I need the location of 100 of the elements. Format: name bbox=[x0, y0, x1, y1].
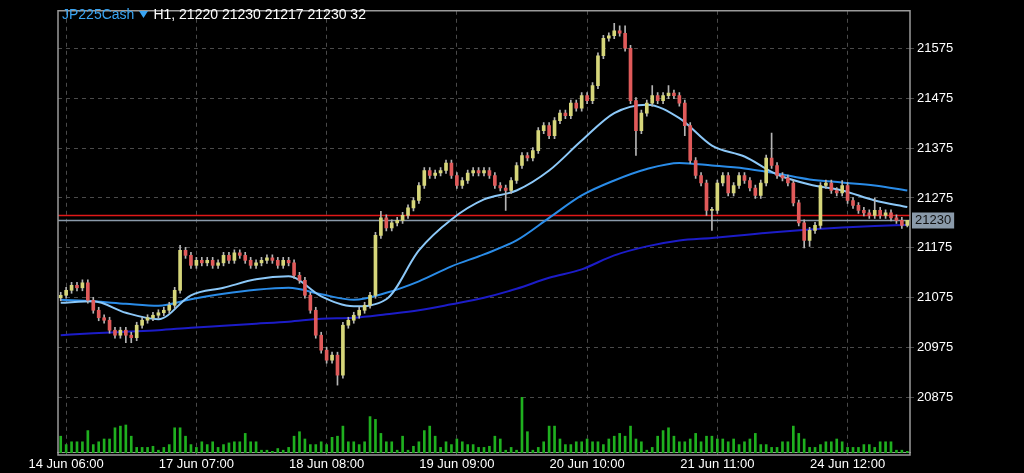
bar bbox=[629, 425, 632, 453]
bar bbox=[374, 419, 377, 453]
bar bbox=[200, 441, 204, 453]
chart-title: JP225Cash bbox=[62, 6, 135, 22]
bar bbox=[357, 444, 361, 453]
bar bbox=[412, 445, 415, 453]
bar bbox=[873, 447, 877, 453]
bar bbox=[688, 438, 692, 453]
candlestick bbox=[503, 184, 508, 211]
x-tick-label: 19 Jun 09:00 bbox=[419, 456, 495, 472]
bar bbox=[694, 433, 697, 453]
candlestick bbox=[710, 207, 714, 231]
bar bbox=[716, 438, 719, 453]
bar bbox=[808, 447, 811, 453]
y-tick-label: 20975 bbox=[917, 339, 954, 355]
bar bbox=[602, 444, 605, 453]
bar bbox=[645, 449, 649, 453]
bar bbox=[249, 441, 252, 453]
bar bbox=[835, 438, 839, 453]
bar bbox=[564, 444, 567, 453]
bar bbox=[260, 449, 263, 453]
bar bbox=[390, 441, 394, 453]
y-tick-label: 21375 bbox=[917, 139, 954, 155]
y-tick-label: 20875 bbox=[917, 389, 954, 405]
bar bbox=[70, 441, 73, 453]
bar bbox=[119, 425, 122, 453]
bar bbox=[819, 444, 822, 453]
bar bbox=[905, 450, 909, 453]
bar bbox=[287, 447, 290, 453]
bar bbox=[460, 441, 464, 453]
bar bbox=[829, 441, 833, 453]
bar bbox=[347, 441, 350, 453]
bar bbox=[792, 425, 795, 453]
bar bbox=[384, 441, 388, 453]
bar bbox=[569, 444, 573, 453]
bar bbox=[726, 441, 730, 453]
bar bbox=[205, 444, 209, 453]
bar bbox=[591, 441, 594, 453]
y-tick-label: 21275 bbox=[917, 189, 954, 205]
bar bbox=[428, 425, 432, 453]
bar bbox=[553, 425, 556, 453]
bar bbox=[515, 449, 518, 453]
bar bbox=[243, 433, 247, 453]
line-series bbox=[59, 103, 909, 321]
bar bbox=[81, 441, 84, 453]
bar bbox=[319, 441, 323, 453]
bar bbox=[797, 433, 801, 453]
bar bbox=[363, 441, 366, 453]
bar bbox=[770, 447, 773, 453]
bar bbox=[846, 447, 849, 453]
bar bbox=[314, 444, 318, 453]
bar bbox=[705, 435, 708, 453]
bar bbox=[184, 435, 187, 453]
bar bbox=[857, 447, 860, 453]
bar bbox=[325, 444, 328, 453]
bar bbox=[276, 448, 280, 453]
bar bbox=[173, 427, 177, 453]
bar bbox=[526, 431, 529, 453]
bar bbox=[574, 441, 578, 453]
bar bbox=[450, 444, 453, 453]
bar bbox=[895, 449, 898, 453]
bar bbox=[867, 444, 871, 453]
bar bbox=[764, 444, 768, 453]
bar bbox=[59, 435, 63, 453]
x-tick-label: 24 Jun 12:00 bbox=[810, 456, 886, 472]
bar bbox=[281, 449, 285, 453]
y-tick-label: 21075 bbox=[917, 289, 954, 305]
bar bbox=[754, 433, 757, 453]
bar bbox=[656, 435, 659, 453]
bar bbox=[650, 447, 654, 453]
bar bbox=[401, 435, 404, 453]
bar bbox=[271, 450, 274, 453]
bar bbox=[542, 441, 546, 453]
bar bbox=[135, 447, 139, 453]
bar bbox=[732, 438, 735, 453]
y-tick-label: 21175 bbox=[917, 239, 953, 255]
bar bbox=[683, 441, 687, 453]
bar bbox=[167, 444, 171, 453]
bar bbox=[607, 438, 611, 453]
bar bbox=[781, 441, 784, 453]
x-tick-label: 20 Jun 10:00 bbox=[549, 456, 625, 472]
bar bbox=[157, 449, 160, 453]
bar bbox=[759, 444, 763, 453]
bar bbox=[352, 441, 356, 453]
bar bbox=[146, 447, 149, 453]
x-tick-label: 17 Jun 07:00 bbox=[158, 456, 234, 472]
bar bbox=[802, 438, 806, 453]
line-series bbox=[59, 162, 909, 307]
bar bbox=[536, 447, 540, 453]
bar bbox=[477, 447, 480, 453]
bar bbox=[211, 441, 214, 453]
bar bbox=[667, 427, 670, 453]
bar bbox=[309, 444, 312, 453]
bar bbox=[488, 445, 491, 453]
bar bbox=[129, 435, 133, 453]
bar bbox=[498, 438, 502, 453]
bar bbox=[743, 441, 746, 453]
bar bbox=[678, 441, 681, 453]
x-tick-label: 14 Jun 06:00 bbox=[28, 456, 104, 472]
bar bbox=[618, 433, 621, 453]
